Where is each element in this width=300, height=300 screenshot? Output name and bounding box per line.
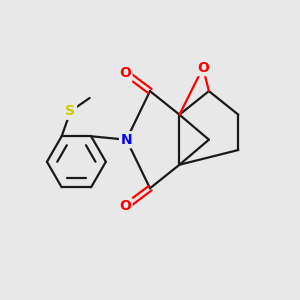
Text: O: O — [119, 199, 131, 213]
Text: S: S — [65, 104, 76, 118]
Text: O: O — [197, 61, 209, 75]
Text: N: N — [121, 133, 132, 147]
Text: O: O — [119, 66, 131, 80]
